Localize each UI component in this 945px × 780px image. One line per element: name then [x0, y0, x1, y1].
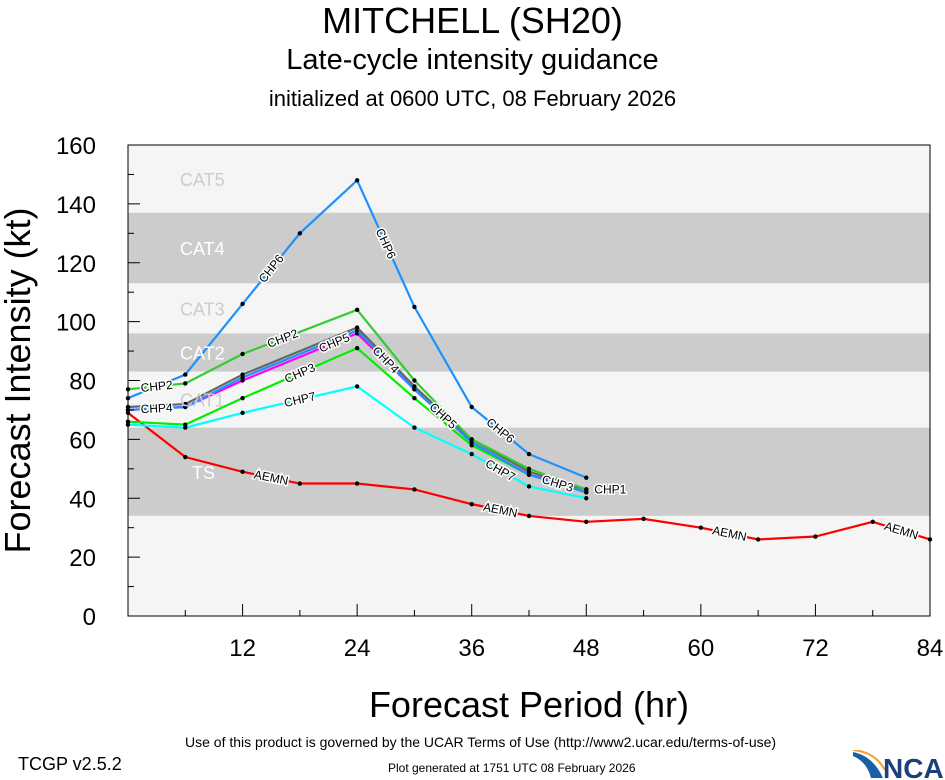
band-label: CAT1: [180, 391, 225, 411]
series-line-chp2: [127, 308, 587, 491]
x-tick-label: 72: [802, 635, 829, 662]
data-point-chp7: [240, 410, 245, 416]
data-point-aemn: [412, 487, 417, 492]
data-point-chp7: [412, 425, 417, 430]
series-layer: [125, 178, 933, 542]
y-tick-label: 100: [56, 310, 96, 337]
y-tick-label: 120: [56, 251, 96, 278]
data-point-chp6: [526, 451, 532, 457]
series-line-chp4: [127, 329, 587, 494]
x-tick-label: 36: [458, 635, 485, 662]
x-tick-label: 60: [688, 635, 715, 662]
y-tick-label: 80: [69, 369, 96, 396]
data-point-chp1: [354, 325, 360, 330]
data-point-aemn: [297, 481, 303, 486]
y-tick-label: 60: [69, 427, 96, 454]
ncar-logo: NCAR: [853, 750, 945, 780]
band-none: [128, 515, 930, 616]
chart-subtitle: Late-cycle intensity guidance: [286, 44, 659, 76]
data-point-chp2: [469, 437, 474, 442]
data-point-chp7: [469, 451, 474, 457]
terms-of-use: Use of this product is governed by the U…: [185, 734, 777, 750]
data-point-aemn: [469, 501, 474, 507]
data-point-aemn: [698, 525, 704, 530]
data-point-chp2: [183, 381, 188, 386]
y-tick-label: 0: [83, 604, 96, 631]
generated-time: Plot generated at 1751 UTC 08 February 2…: [388, 761, 636, 775]
series-label-chp4: CHP4: [140, 401, 173, 417]
data-point-chp1: [183, 401, 188, 407]
data-point-chp7: [584, 496, 589, 501]
x-tick-label: 48: [573, 635, 600, 662]
data-point-chp6: [412, 304, 417, 310]
data-point-chp2: [412, 378, 417, 383]
data-point-aemn: [526, 513, 532, 519]
data-point-chp2: [526, 466, 532, 472]
chart-title: MITCHELL (SH20): [322, 0, 623, 41]
data-point-chp6: [297, 231, 303, 236]
data-point-aemn: [584, 519, 589, 524]
data-point-chp2: [584, 487, 589, 492]
x-tick-label: 24: [344, 635, 371, 662]
band-cat4: [128, 212, 930, 284]
x-axis-label: Forecast Period (hr): [369, 684, 689, 725]
x-tick-label: 12: [229, 635, 256, 662]
data-point-aemn: [183, 454, 188, 460]
data-point-aemn: [240, 469, 245, 474]
band-label: CAT3: [180, 299, 225, 319]
band-cat5: [128, 145, 930, 213]
y-tick-label: 160: [56, 133, 96, 160]
data-point-chp6: [584, 475, 589, 480]
band-cat3: [128, 283, 930, 334]
data-point-aemn: [870, 519, 875, 524]
band-label: CAT2: [180, 344, 225, 364]
band-cat2: [128, 333, 930, 372]
data-point-chp1: [240, 372, 245, 377]
data-point-chp2: [354, 307, 360, 313]
data-point-aemn: [354, 481, 360, 486]
data-point-chp6: [354, 178, 360, 183]
band-label: TS: [192, 463, 215, 483]
series-label-chp1: CHP1: [594, 482, 626, 496]
band-label: CAT4: [180, 239, 225, 259]
data-point-chp3: [183, 422, 188, 427]
data-point-chp3: [354, 345, 360, 351]
data-point-chp6: [240, 301, 245, 307]
data-point-chp3: [240, 395, 245, 401]
y-tick-label: 40: [69, 486, 96, 513]
series-line-chp7: [127, 385, 587, 500]
data-point-chp7: [526, 484, 532, 489]
data-point-aemn: [641, 516, 646, 522]
y-axis-label: Forecast Intensity (kt): [0, 207, 38, 553]
data-point-chp1: [412, 384, 417, 389]
data-point-chp6: [183, 372, 188, 377]
data-point-chp3: [412, 395, 417, 401]
band-label: CAT5: [180, 170, 225, 190]
data-point-aemn: [755, 537, 761, 542]
svg-text:NCAR: NCAR: [883, 753, 945, 780]
y-tick-label: 20: [69, 545, 96, 572]
series-label-chp2: CHP2: [140, 378, 174, 395]
series-line-chp1: [127, 326, 587, 491]
y-tick-label: 140: [56, 192, 96, 219]
data-point-chp2: [240, 351, 245, 357]
data-point-chp6: [469, 404, 474, 410]
x-tick-label: 84: [917, 635, 944, 662]
data-point-chp7: [354, 384, 360, 389]
band-cat1: [128, 371, 930, 428]
init-time: initialized at 0600 UTC, 08 February 202…: [268, 86, 677, 111]
version-label: TCGP v2.5.2: [18, 754, 122, 774]
data-point-aemn: [813, 534, 818, 539]
